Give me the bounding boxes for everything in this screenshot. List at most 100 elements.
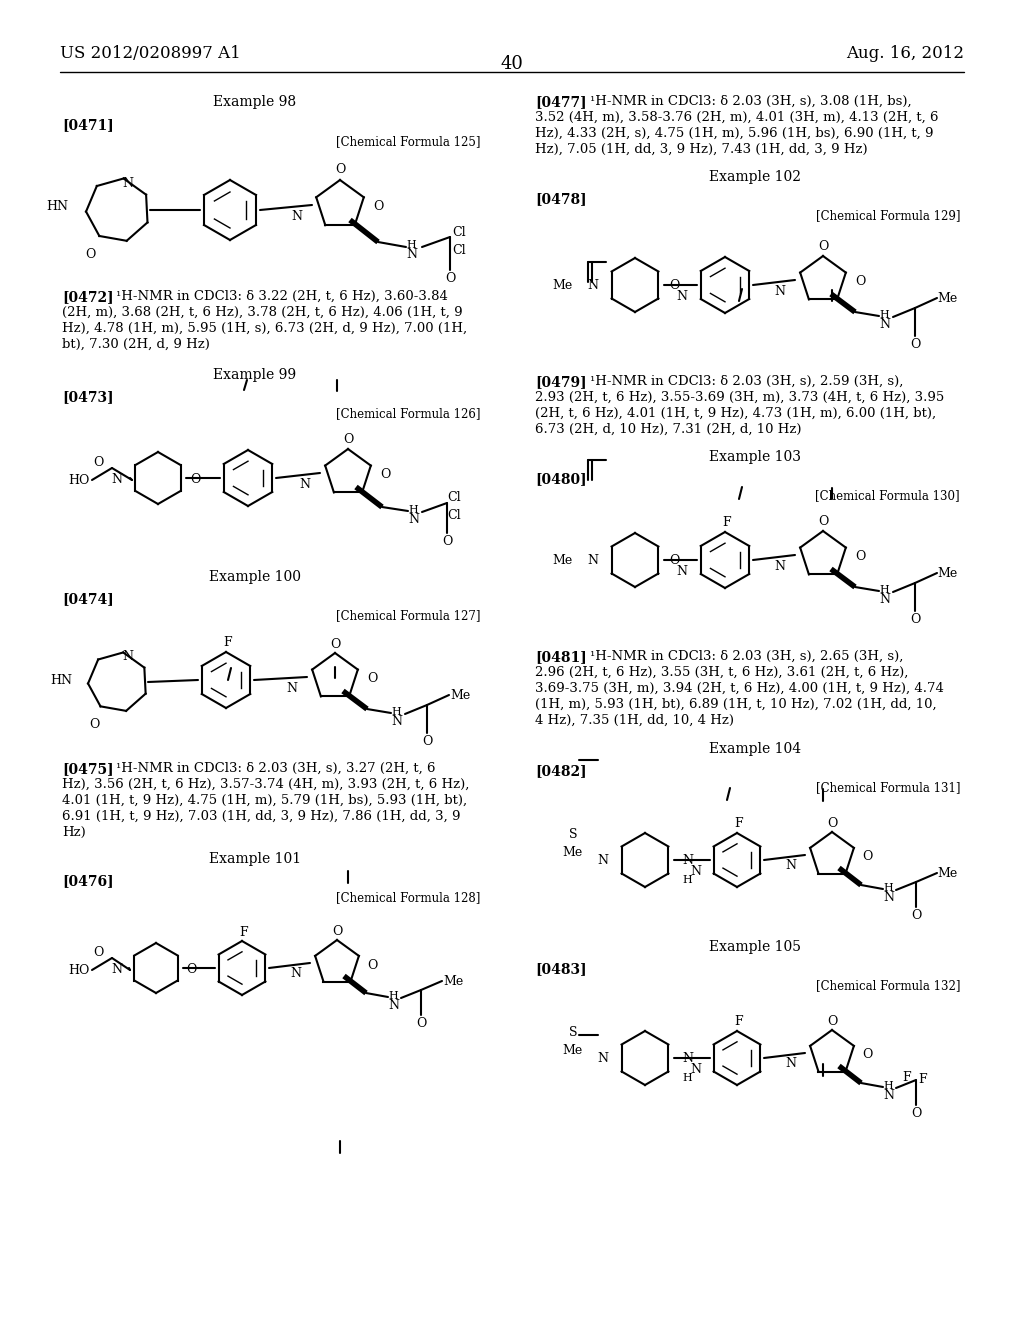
Text: F: F [723,516,731,529]
Text: Me: Me [443,975,463,987]
Text: N: N [388,999,399,1012]
Text: O: O [367,672,378,685]
Text: H: H [883,883,893,894]
Text: O: O [422,735,432,748]
Text: Me: Me [563,1044,583,1057]
Text: N: N [774,560,785,573]
Text: N: N [879,593,890,606]
Text: F: F [223,636,232,649]
Text: O: O [85,248,95,261]
Text: O: O [380,469,390,480]
Text: Example 102: Example 102 [709,170,801,183]
Text: N: N [682,854,693,867]
Text: O: O [343,433,353,446]
Text: N: N [690,1063,701,1076]
Text: O: O [367,960,378,972]
Text: Me: Me [937,292,957,305]
Text: [Chemical Formula 127]: [Chemical Formula 127] [336,609,480,622]
Text: O: O [669,554,679,568]
Text: [0475]: [0475] [62,762,114,776]
Text: 4 Hz), 7.35 (1H, dd, 10, 4 Hz): 4 Hz), 7.35 (1H, dd, 10, 4 Hz) [535,714,734,727]
Text: H: H [406,240,416,249]
Text: HO: HO [68,474,89,487]
Text: S: S [568,828,578,841]
Text: [Chemical Formula 130]: [Chemical Formula 130] [815,488,961,502]
Text: N: N [406,248,417,261]
Text: Cl: Cl [447,510,461,521]
Text: [0471]: [0471] [62,117,114,132]
Text: HO: HO [68,964,89,977]
Text: Example 101: Example 101 [209,851,301,866]
Text: 3.69-3.75 (3H, m), 3.94 (2H, t, 6 Hz), 4.00 (1H, t, 9 Hz), 4.74: 3.69-3.75 (3H, m), 3.94 (2H, t, 6 Hz), 4… [535,682,944,696]
Text: H: H [391,708,400,717]
Text: 2.96 (2H, t, 6 Hz), 3.55 (3H, t, 6 Hz), 3.61 (2H, t, 6 Hz),: 2.96 (2H, t, 6 Hz), 3.55 (3H, t, 6 Hz), … [535,667,908,678]
Text: (2H, m), 3.68 (2H, t, 6 Hz), 3.78 (2H, t, 6 Hz), 4.06 (1H, t, 9: (2H, m), 3.68 (2H, t, 6 Hz), 3.78 (2H, t… [62,306,463,319]
Text: N: N [774,285,785,298]
Text: 40: 40 [501,55,523,73]
Text: HN: HN [50,675,72,686]
Text: N: N [883,891,894,904]
Text: Hz), 7.05 (1H, dd, 3, 9 Hz), 7.43 (1H, dd, 3, 9 Hz): Hz), 7.05 (1H, dd, 3, 9 Hz), 7.43 (1H, d… [535,143,867,156]
Text: N: N [785,1057,796,1071]
Text: [0478]: [0478] [535,191,587,206]
Text: O: O [826,817,838,830]
Text: O: O [862,1048,872,1061]
Text: O: O [910,909,922,921]
Text: N: N [391,715,402,729]
Text: [Chemical Formula 128]: [Chemical Formula 128] [336,891,480,904]
Text: N: N [291,210,302,223]
Text: O: O [93,946,103,960]
Text: 6.91 (1H, t, 9 Hz), 7.03 (1H, dd, 3, 9 Hz), 7.86 (1H, dd, 3, 9: 6.91 (1H, t, 9 Hz), 7.03 (1H, dd, 3, 9 H… [62,810,461,822]
Text: (1H, m), 5.93 (1H, bt), 6.89 (1H, t, 10 Hz), 7.02 (1H, dd, 10,: (1H, m), 5.93 (1H, bt), 6.89 (1H, t, 10 … [535,698,937,711]
Text: [Chemical Formula 132]: [Chemical Formula 132] [815,979,961,993]
Text: bt), 7.30 (2H, d, 9 Hz): bt), 7.30 (2H, d, 9 Hz) [62,338,210,351]
Text: [0481]: [0481] [535,649,587,664]
Text: N: N [883,1089,894,1102]
Text: F: F [918,1073,927,1086]
Text: N: N [597,1052,608,1065]
Text: N: N [597,854,608,867]
Text: [0482]: [0482] [535,764,587,777]
Text: ¹H-NMR in CDCl3: δ 2.03 (3H, s), 3.08 (1H, bs),: ¹H-NMR in CDCl3: δ 2.03 (3H, s), 3.08 (1… [590,95,911,108]
Text: [0474]: [0474] [62,591,114,606]
Text: O: O [862,850,872,863]
Text: O: O [373,201,383,213]
Text: Cl: Cl [452,244,466,257]
Text: O: O [186,964,197,975]
Text: O: O [416,1016,426,1030]
Text: 3.52 (4H, m), 3.58-3.76 (2H, m), 4.01 (3H, m), 4.13 (2H, t, 6: 3.52 (4H, m), 3.58-3.76 (2H, m), 4.01 (3… [535,111,939,124]
Text: Me: Me [937,867,957,880]
Text: H: H [408,506,418,515]
Text: ¹H-NMR in CDCl3: δ 2.03 (3H, s), 2.59 (3H, s),: ¹H-NMR in CDCl3: δ 2.03 (3H, s), 2.59 (3… [590,375,903,388]
Text: O: O [669,279,679,292]
Text: (2H, t, 6 Hz), 4.01 (1H, t, 9 Hz), 4.73 (1H, m), 6.00 (1H, bt),: (2H, t, 6 Hz), 4.01 (1H, t, 9 Hz), 4.73 … [535,407,936,420]
Text: O: O [190,473,201,486]
Text: N: N [111,473,122,486]
Text: H: H [883,1081,893,1092]
Text: HN: HN [46,201,68,213]
Text: F: F [734,1015,743,1028]
Text: O: O [441,535,453,548]
Text: Me: Me [937,568,957,579]
Text: ¹H-NMR in CDCl3: δ 3.22 (2H, t, 6 Hz), 3.60-3.84: ¹H-NMR in CDCl3: δ 3.22 (2H, t, 6 Hz), 3… [116,290,447,304]
Text: O: O [818,515,828,528]
Text: Me: Me [553,279,573,292]
Text: 2.93 (2H, t, 6 Hz), 3.55-3.69 (3H, m), 3.73 (4H, t, 6 Hz), 3.95: 2.93 (2H, t, 6 Hz), 3.55-3.69 (3H, m), 3… [535,391,944,404]
Text: N: N [111,964,122,975]
Text: [0480]: [0480] [535,473,587,486]
Text: Hz), 4.78 (1H, m), 5.95 (1H, s), 6.73 (2H, d, 9 Hz), 7.00 (1H,: Hz), 4.78 (1H, m), 5.95 (1H, s), 6.73 (2… [62,322,467,335]
Text: O: O [332,925,342,939]
Text: O: O [855,275,865,288]
Text: Example 98: Example 98 [213,95,297,110]
Text: [0479]: [0479] [535,375,587,389]
Text: O: O [909,612,921,626]
Text: Hz): Hz) [62,826,86,840]
Text: [Chemical Formula 125]: [Chemical Formula 125] [336,135,480,148]
Text: N: N [123,177,133,190]
Text: O: O [909,338,921,351]
Text: O: O [335,162,345,176]
Text: N: N [587,554,598,568]
Text: N: N [690,865,701,878]
Text: O: O [330,638,340,651]
Text: S: S [568,1026,578,1039]
